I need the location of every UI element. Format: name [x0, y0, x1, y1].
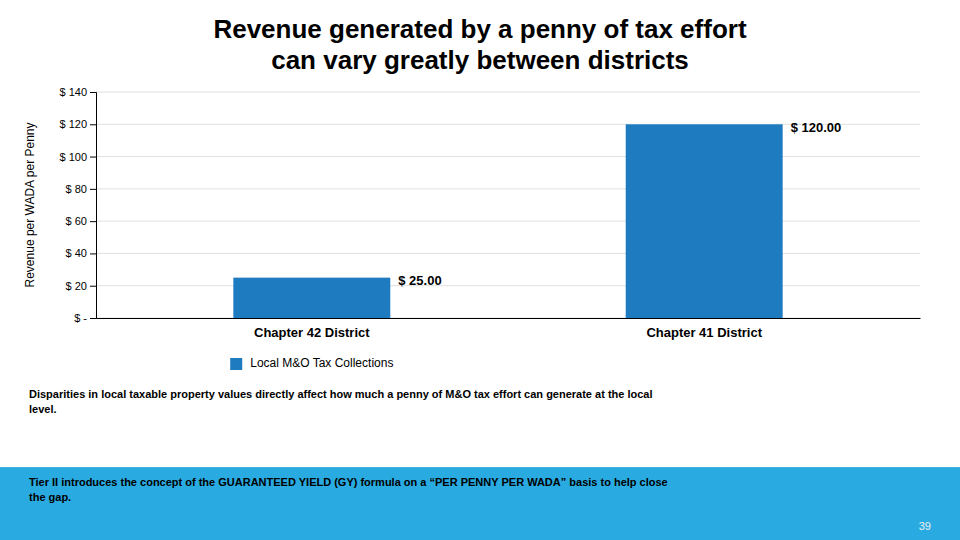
x-axis-line: [97, 318, 921, 319]
y-tick-mark: [90, 189, 96, 190]
legend-swatch: [230, 358, 242, 370]
grid: [96, 92, 920, 318]
y-tick-label: $ -: [74, 312, 87, 324]
grid-line: [96, 253, 920, 254]
text-line: Disparities in local taxable property va…: [29, 388, 653, 400]
grid-line: [96, 221, 920, 222]
y-tick-mark: [90, 221, 96, 222]
y-tick: $ 80: [66, 183, 96, 195]
grid-line: [96, 188, 920, 189]
title: Revenue generated by a penny of tax effo…: [213, 14, 746, 75]
legend-item: Local M&O Tax Collections: [230, 356, 393, 370]
y-tick-mark: [90, 92, 96, 93]
text-line: the gap.: [29, 491, 71, 503]
y-tick-mark: [90, 253, 96, 254]
y-tick-label: $ 140: [59, 86, 87, 98]
plot-area: $ - $ 20 $ 40 $ 60 $ 80 $ 100 $ 120 $ 140 Revenu…: [23, 86, 921, 370]
data-labels: $ 25.00 $ 120.00: [398, 120, 841, 288]
grid-line: [96, 92, 920, 93]
y-tick: $ 40: [66, 247, 96, 259]
chart: Revenue generated by a penny of tax effo…: [0, 0, 960, 540]
y-tick-mark: [90, 318, 96, 319]
text-line: can vary greatly between districts: [271, 45, 689, 75]
y-tick: $ 20: [66, 280, 96, 292]
footnote: Tier II introduces the concept of the GU…: [29, 476, 668, 503]
y-tick-label: $ 120: [59, 118, 87, 130]
bar: [233, 278, 390, 318]
y-tick: $ 60: [66, 215, 96, 227]
y-tick: $ 140: [59, 86, 96, 98]
grid-line: [96, 156, 920, 157]
y-tick: $ 120: [59, 118, 96, 130]
x-tick-label: Chapter 41 District: [646, 325, 762, 340]
page-number: 39: [919, 520, 931, 532]
y-tick-label: $ 40: [66, 247, 87, 259]
grid-line: [96, 285, 920, 286]
x-tick: Chapter 41 District: [646, 325, 762, 340]
x-tick-label: Chapter 42 District: [254, 325, 370, 340]
text-line: level.: [29, 403, 57, 415]
y-tick: $ 100: [59, 151, 96, 163]
y-tick-label: $ 60: [66, 215, 87, 227]
y-axis-line: [90, 93, 97, 319]
y-tick-label: $ 80: [66, 183, 87, 195]
y-tick: $ -: [74, 312, 96, 324]
y-tick-label: $ 100: [59, 151, 87, 163]
bars: [233, 124, 782, 318]
y-tick-mark: [90, 286, 96, 287]
footnote: Disparities in local taxable property va…: [29, 388, 653, 415]
y-tick-label: $ 20: [66, 280, 87, 292]
bar: [626, 124, 783, 318]
grid-line: [96, 318, 920, 319]
footer-background: [0, 467, 960, 540]
text-line: Revenue generated by a penny of tax effo…: [213, 14, 746, 44]
data-label: $ 120.00: [791, 120, 842, 135]
y-axis: $ - $ 20 $ 40 $ 60 $ 80 $ 100 $ 120 $ 140: [59, 86, 96, 324]
x-tick: Chapter 42 District: [254, 325, 370, 340]
legend-label: Local M&O Tax Collections: [250, 356, 393, 370]
text-line: Tier II introduces the concept of the GU…: [29, 476, 668, 488]
data-label: $ 25.00: [398, 273, 441, 288]
y-axis-label: Revenue per WADA per Penny: [23, 123, 37, 288]
legend: Local M&O Tax Collections: [230, 356, 393, 370]
x-axis: Chapter 42 District Chapter 41 District: [97, 319, 921, 340]
y-tick-mark: [90, 124, 96, 125]
y-tick-mark: [90, 157, 96, 158]
